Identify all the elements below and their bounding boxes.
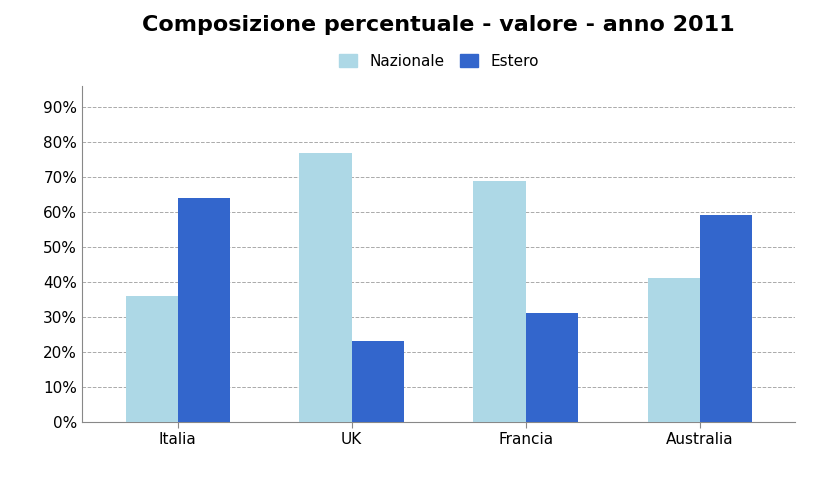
Bar [699,216,751,422]
Bar [473,181,525,422]
Bar [178,198,229,422]
Title: Composizione percentuale - valore - anno 2011: Composizione percentuale - valore - anno… [143,15,734,34]
Legend: Nazionale, Estero: Nazionale, Estero [338,54,538,68]
Bar [351,341,404,422]
Bar [299,153,351,422]
Bar [525,313,577,422]
Bar [125,296,178,422]
Bar [647,278,699,422]
